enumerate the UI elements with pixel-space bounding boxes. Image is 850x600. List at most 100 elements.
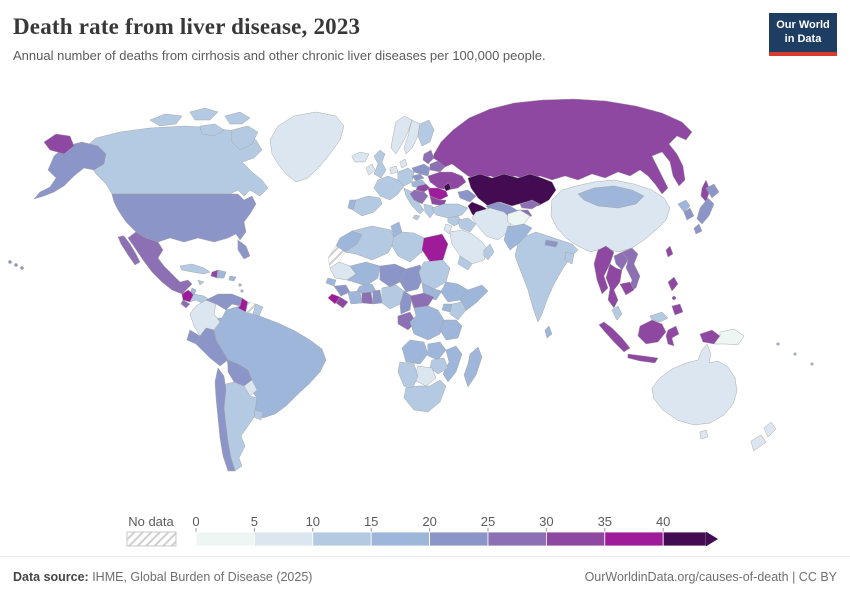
country-togo-benin[interactable] <box>372 289 383 305</box>
country-france[interactable] <box>373 175 405 201</box>
country-dr-congo[interactable] <box>409 305 445 341</box>
country-uganda[interactable] <box>441 303 453 313</box>
country-malaysia-peninsula[interactable] <box>611 305 623 321</box>
country-indonesia-sumatra[interactable] <box>598 321 631 353</box>
country-balkans[interactable] <box>409 189 429 205</box>
country-finland[interactable] <box>417 119 435 147</box>
country-bangladesh[interactable] <box>564 251 575 265</box>
country-libya[interactable] <box>391 231 425 263</box>
country-somalia[interactable] <box>459 284 489 313</box>
legend-bin-15-20[interactable] <box>370 531 431 547</box>
country-caucasus[interactable] <box>457 189 477 203</box>
country-namibia[interactable] <box>397 361 419 391</box>
country-sierra-leone[interactable] <box>327 293 341 305</box>
country-usa-hawaii-1[interactable] <box>8 260 12 264</box>
country-usa-alaska[interactable] <box>33 141 107 200</box>
country-lesser-antilles-2[interactable] <box>240 289 244 293</box>
country-guinea[interactable] <box>333 284 351 297</box>
country-dominican-republic[interactable] <box>216 269 227 279</box>
country-philippines-visayas[interactable] <box>671 295 677 301</box>
country-portugal[interactable] <box>347 199 357 211</box>
country-bulgaria[interactable] <box>429 195 447 207</box>
country-netherlands[interactable] <box>389 165 399 175</box>
country-usa-hawaii-2[interactable] <box>14 263 18 267</box>
country-ivory-coast[interactable] <box>347 290 363 305</box>
country-liberia[interactable] <box>335 296 349 309</box>
country-mexico[interactable] <box>127 231 193 295</box>
country-sudan[interactable] <box>418 259 451 290</box>
country-cambodia[interactable] <box>619 281 635 296</box>
country-spain[interactable] <box>352 195 383 217</box>
country-canada-arctic-1[interactable] <box>149 113 183 127</box>
country-el-salvador[interactable] <box>180 299 191 309</box>
country-usa[interactable] <box>111 193 257 243</box>
legend-bin-30-35[interactable] <box>546 531 606 547</box>
country-senegal[interactable] <box>325 277 337 287</box>
license-link[interactable]: OurWorldinData.org/causes-of-death | CC … <box>584 570 837 584</box>
country-oman[interactable] <box>483 243 495 261</box>
legend-bin-10-15[interactable] <box>312 531 372 547</box>
country-united-kingdom[interactable] <box>373 149 387 179</box>
country-iran[interactable] <box>471 207 513 241</box>
country-saudi-arabia[interactable] <box>449 229 489 265</box>
country-mozambique[interactable] <box>442 345 463 383</box>
country-madagascar[interactable] <box>463 346 483 388</box>
country-ireland[interactable] <box>365 163 376 176</box>
country-iraq[interactable] <box>457 217 477 233</box>
country-sri-lanka[interactable] <box>544 325 553 339</box>
country-new-zealand-north[interactable] <box>763 421 777 438</box>
country-japan-kyushu[interactable] <box>693 223 703 235</box>
country-cameroon[interactable] <box>399 290 413 315</box>
country-usa-hawaii-3[interactable] <box>20 266 24 270</box>
country-canada-baffin[interactable] <box>231 125 259 151</box>
country-norway[interactable] <box>390 115 413 155</box>
legend-bin-0-5[interactable] <box>195 531 255 547</box>
country-australia[interactable] <box>651 343 738 426</box>
country-taiwan[interactable] <box>665 245 674 258</box>
country-zimbabwe[interactable] <box>429 357 449 375</box>
country-kyrgyzstan[interactable] <box>519 199 541 210</box>
country-syria[interactable] <box>447 215 463 227</box>
country-peru[interactable] <box>195 327 229 367</box>
country-moldova[interactable] <box>443 182 452 192</box>
country-russia-sakhalin[interactable] <box>700 179 711 203</box>
country-czechia[interactable] <box>411 173 425 182</box>
country-denmark[interactable] <box>399 158 408 169</box>
country-canada[interactable] <box>81 125 269 197</box>
country-cuba[interactable] <box>179 263 211 275</box>
legend-bin-40-plus[interactable] <box>662 531 707 547</box>
country-australia-tasmania[interactable] <box>699 429 709 440</box>
country-nepal[interactable] <box>544 239 559 248</box>
country-guyana[interactable] <box>237 297 249 313</box>
country-poland[interactable] <box>411 163 431 177</box>
country-ukraine[interactable] <box>427 171 467 191</box>
country-mexico-baja[interactable] <box>117 235 141 266</box>
country-russia-chukotka[interactable] <box>43 133 75 155</box>
country-usa-florida[interactable] <box>237 239 251 260</box>
country-iceland[interactable] <box>351 151 370 163</box>
country-indonesia-java[interactable] <box>627 353 659 364</box>
country-papua-new-guinea[interactable] <box>713 328 745 346</box>
legend-bin-20-25[interactable] <box>429 531 489 547</box>
owid-logo[interactable]: Our World in Data <box>769 13 837 56</box>
country-laos[interactable] <box>613 251 629 271</box>
country-canada-arctic-3[interactable] <box>224 111 251 125</box>
country-indonesia-sulawesi[interactable] <box>665 325 680 347</box>
country-vietnam[interactable] <box>621 247 641 293</box>
country-thailand[interactable] <box>605 263 623 309</box>
country-lesser-antilles-1[interactable] <box>238 283 242 287</box>
country-japan-honshu[interactable] <box>696 197 715 225</box>
country-indonesia-kalimantan[interactable] <box>637 319 667 345</box>
legend-bin-35-40[interactable] <box>604 531 664 547</box>
country-angola[interactable] <box>401 339 429 365</box>
country-french-guiana[interactable] <box>252 303 264 317</box>
country-central-african-republic[interactable] <box>409 292 435 309</box>
country-jamaica[interactable] <box>197 279 205 286</box>
country-chad[interactable] <box>399 264 425 293</box>
country-myanmar[interactable] <box>593 245 615 295</box>
legend-bin-5-10[interactable] <box>253 531 314 547</box>
country-egypt[interactable] <box>421 233 449 263</box>
no-data-swatch[interactable] <box>126 531 177 547</box>
country-japan-hokkaido[interactable] <box>705 183 720 199</box>
country-ghana[interactable] <box>361 291 374 305</box>
